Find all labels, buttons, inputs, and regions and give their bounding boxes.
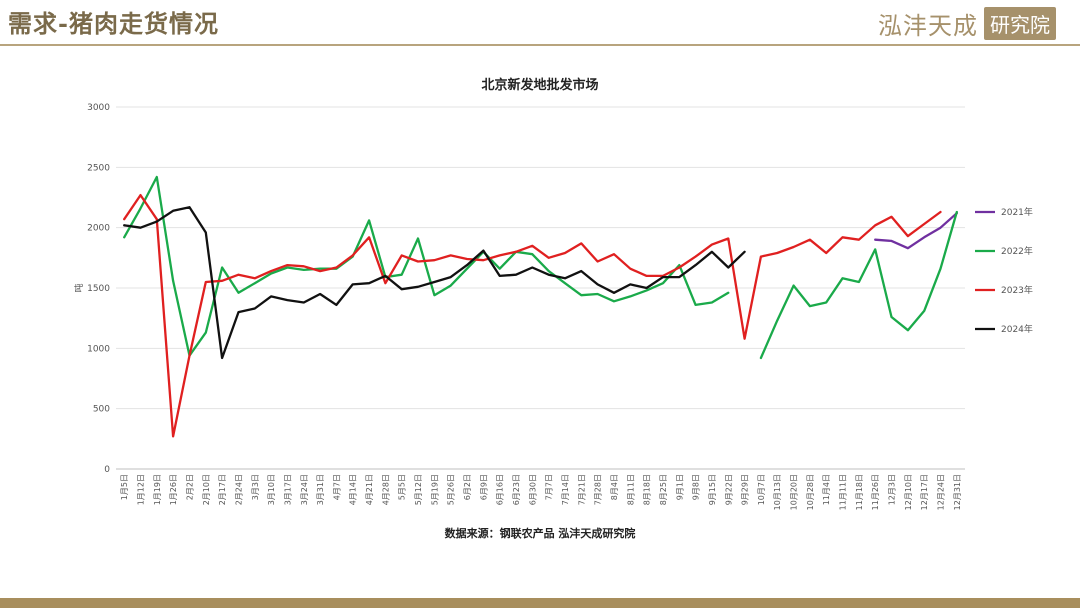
x-tick-label: 8月25日: [659, 474, 668, 505]
x-tick-label: 9月22日: [724, 474, 733, 505]
y-tick-label: 0: [104, 465, 110, 475]
x-tick-label: 7月21日: [577, 474, 586, 505]
series-line-2: [123, 175, 958, 360]
x-tick-label: 11月11日: [839, 474, 848, 510]
x-tick-label: 5月26日: [447, 474, 456, 505]
x-tick-label: 11月18日: [855, 474, 864, 510]
x-tick-label: 10月20日: [790, 474, 799, 510]
x-tick-label: 6月2日: [463, 474, 472, 500]
header-divider: [0, 44, 1080, 46]
x-tick-label: 3月10日: [267, 474, 276, 505]
brand-logo: 泓沣天成 研究院: [878, 6, 1056, 40]
y-tick-label: 3000: [87, 103, 110, 113]
y-tick-label: 2000: [87, 224, 110, 234]
x-tick-label: 12月31日: [953, 474, 962, 510]
x-tick-label: 9月1日: [675, 474, 684, 500]
x-tick-label: 10月13日: [773, 474, 782, 510]
x-tick-label: 12月24日: [937, 474, 946, 510]
x-tick-label: 9月15日: [708, 474, 717, 505]
x-tick-label: 2月24日: [234, 474, 243, 505]
x-tick-label: 6月30日: [528, 474, 537, 505]
brand-box: 研究院: [984, 6, 1056, 40]
x-tick-label: 3月17日: [283, 474, 292, 505]
x-tick-label: 12月17日: [920, 474, 929, 510]
x-tick-label: 7月7日: [545, 474, 554, 500]
x-tick-label: 8月11日: [626, 474, 635, 505]
x-tick-label: 8月18日: [643, 474, 652, 505]
data-source: 数据来源：钢联农产品 泓沣天成研究院: [444, 527, 636, 540]
x-tick-label: 11月26日: [871, 474, 880, 510]
x-tick-label: 6月16日: [496, 474, 505, 505]
x-tick-label: 1月12日: [136, 474, 145, 505]
x-tick-label: 12月10日: [904, 474, 913, 510]
legend-label-2: 2022年: [1001, 245, 1033, 257]
x-tick-label: 3月3日: [251, 474, 260, 500]
x-tick-label: 4月7日: [332, 474, 341, 500]
x-tick-label: 3月24日: [300, 474, 309, 505]
x-tick-label: 2月10日: [202, 474, 211, 505]
series-line-3: [123, 193, 942, 438]
x-tick-label: 3月31日: [316, 474, 325, 505]
x-tick-label: 10月7日: [757, 474, 766, 505]
x-tick-label: 2月17日: [218, 474, 227, 505]
x-tick-label: 12月3日: [888, 474, 897, 505]
x-tick-label: 4月28日: [381, 474, 390, 505]
x-tick-label: 1月26日: [169, 474, 178, 505]
y-tick-label: 1500: [87, 284, 110, 294]
x-tick-label: 11月4日: [822, 474, 831, 505]
y-axis-label: 吨: [73, 283, 85, 292]
x-tick-label: 5月5日: [398, 474, 407, 500]
footer-bar: [0, 598, 1080, 608]
x-tick-label: 2月2日: [185, 474, 194, 500]
y-tick-label: 2500: [87, 163, 110, 173]
legend-label-3: 2023年: [1001, 284, 1033, 296]
x-tick-label: 9月29日: [741, 474, 750, 505]
series-line-1: [874, 212, 958, 250]
x-tick-label: 5月19日: [430, 474, 439, 505]
legend-label-4: 2024年: [1001, 323, 1033, 335]
x-tick-label: 4月21日: [365, 474, 374, 505]
slide-title: 需求-猪肉走货情况: [8, 9, 219, 38]
y-tick-label: 500: [93, 405, 110, 415]
x-tick-label: 9月8日: [692, 474, 701, 500]
x-tick-label: 10月28日: [806, 474, 815, 510]
legend-label-1: 2021年: [1001, 206, 1033, 218]
x-tick-label: 4月14日: [349, 474, 358, 505]
x-tick-label: 6月23日: [512, 474, 521, 505]
x-tick-label: 6月9日: [479, 474, 488, 500]
x-tick-label: 8月4日: [610, 474, 619, 500]
x-tick-label: 7月14日: [561, 474, 570, 505]
x-tick-label: 1月19日: [153, 474, 162, 505]
series-line-4: [123, 206, 746, 360]
chart-title: 北京新发地批发市场: [481, 78, 599, 93]
x-tick-label: 1月5日: [120, 474, 129, 500]
x-tick-label: 5月12日: [414, 474, 423, 505]
y-tick-label: 1000: [87, 344, 110, 354]
x-tick-label: 7月28日: [594, 474, 603, 505]
brand-name: 泓沣天成: [878, 11, 978, 40]
